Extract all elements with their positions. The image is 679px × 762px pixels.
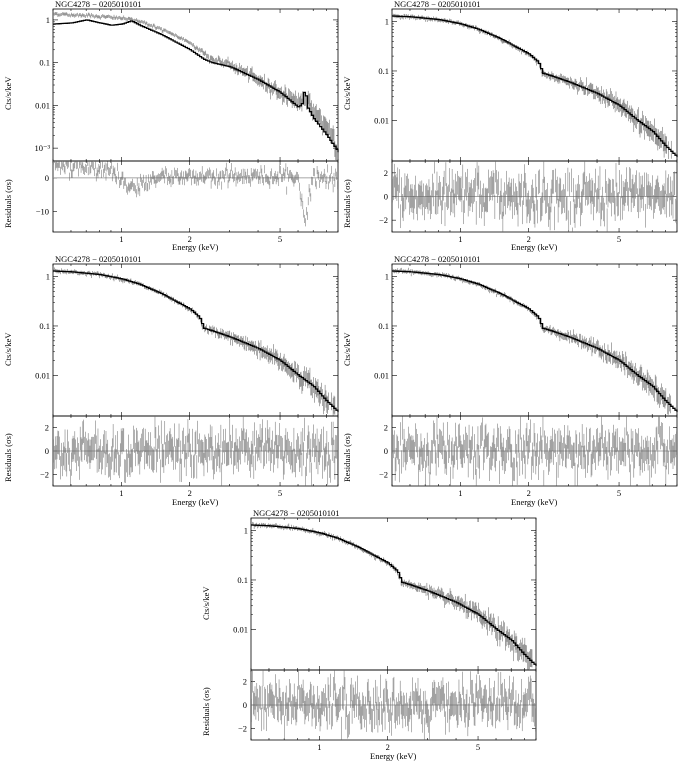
res-tick-label: −2 [238, 723, 247, 733]
lower-ylabel: Residuals (σs) [342, 433, 352, 482]
panel-top-left: NGC4278 − 0205010101 Cts/s/keV Residuals… [3, 0, 339, 252]
x-tick-label: 5 [278, 234, 282, 244]
plot-area: 1 2 5 1 0.1 0.01 2 0 −2 [233, 517, 537, 752]
model-line [53, 270, 339, 413]
res-tick-label: −10 [36, 207, 49, 217]
plot-area: 1 2 5 1 0.1 0.01 2 0 −2 [35, 263, 339, 498]
panel-bottom-center: NGC4278 − 0205010101 Cts/s/keV Residuals… [201, 508, 537, 761]
model-line [251, 524, 537, 667]
spectrum-frame [250, 517, 537, 671]
res-tick-label: 0 [45, 446, 49, 456]
y-tick-label: 1 [385, 17, 389, 27]
res-tick-label: 2 [243, 677, 247, 687]
res-tick-label: 0 [384, 192, 388, 202]
panel-top-right: NGC4278 − 0205010101 Cts/s/keV Residuals… [342, 0, 678, 252]
res-tick-label: −2 [379, 469, 388, 479]
spectrum-frame [391, 8, 678, 162]
x-tick-label: 1 [317, 742, 321, 752]
res-tick-label: 2 [384, 168, 388, 178]
res-tick-label: −2 [379, 215, 388, 225]
x-tick-label: 5 [617, 488, 621, 498]
y-tick-label: 0.01 [35, 370, 50, 380]
y-tick-label: 0.1 [237, 575, 248, 585]
data-points [53, 12, 337, 161]
data-points [53, 267, 336, 416]
res-tick-label: 0 [45, 173, 49, 183]
x-axis-label: Energy (keV) [511, 497, 558, 507]
res-tick-label: 2 [45, 423, 49, 433]
lower-ylabel: Residuals (σs) [3, 179, 13, 228]
x-tick-label: 1 [458, 234, 462, 244]
plot-area: 1 2 5 1 0.1 0.01 10⁻³ 0 −10 [34, 8, 339, 244]
y-tick-label: 0.1 [39, 321, 50, 331]
x-tick-label: 1 [458, 488, 462, 498]
lower-ylabel: Residuals (σs) [201, 687, 211, 736]
upper-ylabel: Cts/s/keV [3, 76, 13, 110]
y-tick-label: 0.1 [378, 66, 389, 76]
residual-frame [52, 160, 339, 233]
spectrum-frame [52, 8, 339, 162]
residual-points [53, 416, 338, 486]
model-line [53, 19, 339, 153]
lower-ylabel: Residuals (σs) [342, 179, 352, 228]
upper-ylabel: Cts/s/keV [3, 332, 13, 366]
y-tick-label: 0.01 [374, 370, 389, 380]
upper-ylabel: Cts/s/keV [342, 332, 352, 366]
spectrum-frame [52, 263, 339, 417]
panel-title: NGC4278 − 0205010101 [55, 254, 142, 264]
plot-area: 1 2 5 1 0.1 0.01 2 0 −2 [374, 8, 678, 244]
panel-title: NGC4278 − 0205010101 [394, 254, 481, 264]
res-tick-label: 2 [384, 423, 388, 433]
y-tick-label: 0.01 [35, 100, 50, 110]
res-tick-label: 0 [384, 446, 388, 456]
y-tick-label: 0.1 [39, 58, 50, 68]
x-tick-label: 2 [386, 742, 390, 752]
y-tick-label: 1 [46, 15, 50, 25]
x-axis-label: Energy (keV) [172, 497, 219, 507]
residual-points [392, 161, 677, 232]
residual-points [251, 670, 536, 740]
y-tick-label: 1 [244, 526, 248, 536]
upper-ylabel: Cts/s/keV [201, 586, 211, 620]
res-tick-label: −2 [40, 469, 49, 479]
x-tick-label: 1 [119, 488, 123, 498]
x-tick-label: 2 [527, 488, 531, 498]
x-tick-label: 5 [476, 742, 480, 752]
residual-points [392, 416, 677, 486]
panel-middle-right: NGC4278 − 0205010101 Cts/s/keV Residuals… [342, 254, 678, 507]
y-tick-label: 0.1 [378, 321, 389, 331]
model-line [392, 270, 678, 413]
x-tick-label: 2 [188, 234, 192, 244]
spectrum-frame [391, 263, 678, 417]
panel-title: NGC4278 − 0205010101 [253, 508, 340, 518]
model-line [392, 15, 678, 158]
x-tick-label: 1 [119, 234, 123, 244]
x-tick-label: 2 [527, 234, 531, 244]
x-axis-label: Energy (keV) [370, 751, 417, 761]
panel-title: NGC4278 − 0205010101 [55, 0, 142, 9]
upper-ylabel: Cts/s/keV [342, 76, 352, 110]
x-tick-label: 5 [617, 234, 621, 244]
y-tick-label: 10⁻³ [34, 143, 50, 153]
x-tick-label: 5 [278, 488, 282, 498]
y-tick-label: 0.01 [233, 624, 248, 634]
lower-ylabel: Residuals (σs) [3, 433, 13, 482]
plot-area: 1 2 5 1 0.1 0.01 2 0 −2 [374, 263, 678, 498]
y-tick-label: 1 [46, 272, 50, 282]
x-tick-label: 2 [188, 488, 192, 498]
y-tick-label: 1 [385, 272, 389, 282]
data-points [392, 13, 672, 159]
panel-middle-left: NGC4278 − 0205010101 Cts/s/keV Residuals… [3, 254, 339, 507]
residual-points [53, 161, 338, 227]
data-points [392, 267, 671, 415]
res-tick-label: 0 [243, 700, 247, 710]
panel-title: NGC4278 − 0205010101 [394, 0, 481, 9]
y-tick-label: 0.01 [374, 115, 389, 125]
x-axis-label: Energy (keV) [172, 242, 219, 252]
x-axis-label: Energy (keV) [511, 242, 558, 252]
data-points [251, 521, 533, 670]
